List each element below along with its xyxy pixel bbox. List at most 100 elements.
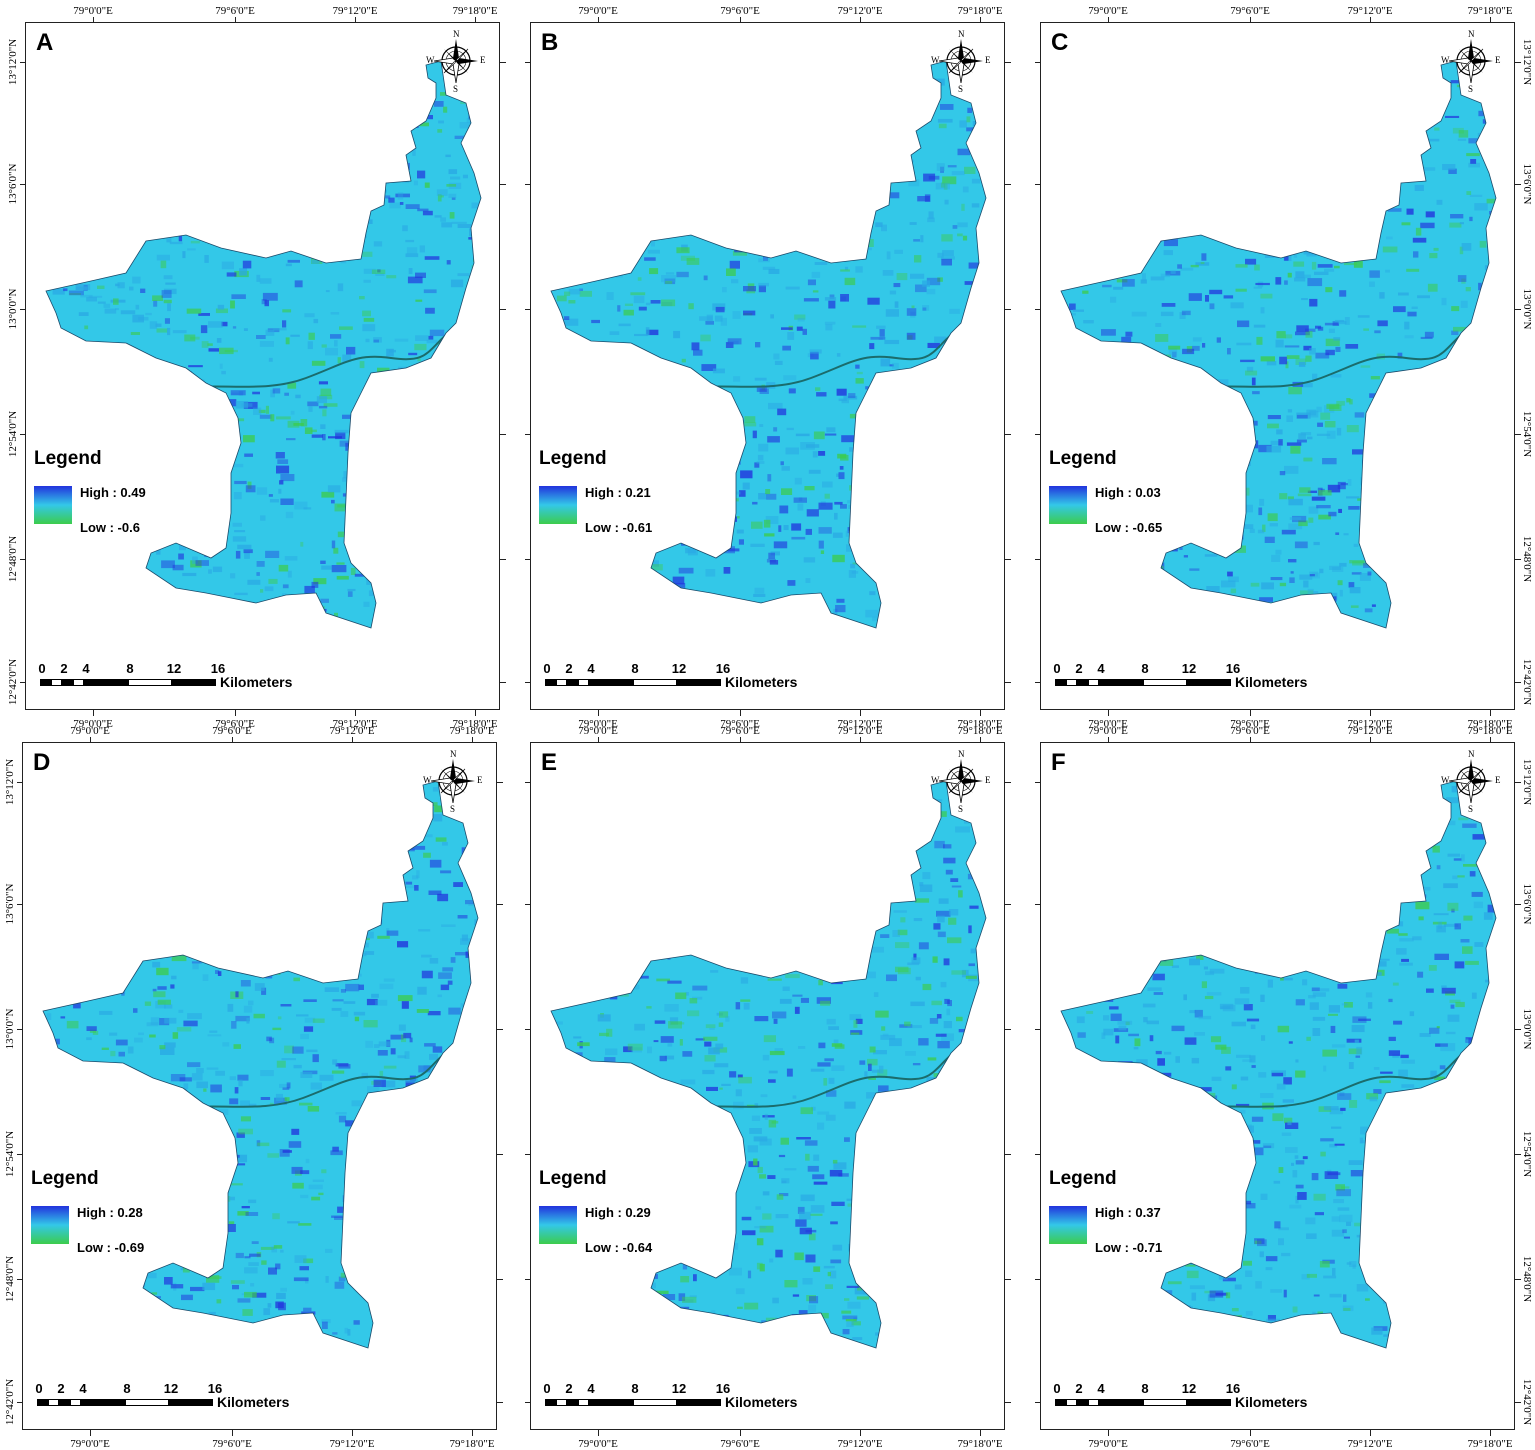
raster-cell bbox=[1064, 429, 1074, 432]
raster-cell bbox=[79, 374, 92, 379]
raster-cell bbox=[468, 114, 481, 120]
raster-cell bbox=[1237, 320, 1250, 328]
raster-cell bbox=[222, 1042, 230, 1047]
raster-cell bbox=[1364, 608, 1373, 613]
raster-cell bbox=[75, 284, 91, 291]
raster-cell bbox=[311, 186, 322, 192]
raster-cell bbox=[1478, 282, 1482, 291]
raster-cell bbox=[383, 1065, 397, 1069]
raster-cell bbox=[399, 434, 404, 443]
raster-cell bbox=[848, 504, 857, 509]
raster-cell bbox=[867, 458, 880, 464]
raster-cell bbox=[265, 550, 280, 558]
raster-cell bbox=[739, 490, 746, 497]
raster-cell bbox=[950, 1090, 966, 1095]
raster-cell bbox=[847, 1203, 852, 1207]
raster-cell bbox=[1302, 193, 1311, 201]
raster-cell bbox=[475, 309, 481, 313]
raster-cell bbox=[1186, 591, 1197, 599]
raster-cell bbox=[58, 577, 62, 584]
raster-cell bbox=[1446, 1083, 1451, 1089]
raster-cell bbox=[969, 1339, 979, 1344]
raster-cell bbox=[1453, 1218, 1464, 1224]
raster-cell bbox=[1110, 200, 1117, 207]
raster-cell bbox=[54, 1309, 64, 1315]
raster-cell bbox=[192, 485, 198, 492]
raster-cell bbox=[1250, 111, 1257, 119]
raster-cell bbox=[628, 1073, 637, 1081]
raster-cell bbox=[1403, 856, 1409, 863]
raster-cell bbox=[1485, 565, 1490, 570]
raster-cell bbox=[389, 202, 401, 209]
raster-cell bbox=[551, 1294, 564, 1301]
raster-cell bbox=[629, 1261, 644, 1270]
raster-cell bbox=[126, 547, 137, 550]
raster-cell bbox=[130, 553, 145, 558]
raster-cell bbox=[1341, 237, 1356, 246]
raster-cell bbox=[237, 1298, 251, 1303]
raster-cell bbox=[259, 237, 272, 245]
raster-cell bbox=[257, 834, 263, 837]
raster-cell bbox=[1203, 424, 1219, 432]
raster-cell bbox=[1172, 351, 1177, 358]
raster-cell bbox=[465, 850, 478, 857]
raster-cell bbox=[1250, 912, 1255, 919]
raster-cell bbox=[1412, 420, 1416, 426]
raster-cell bbox=[244, 551, 250, 559]
raster-cell bbox=[276, 1292, 286, 1299]
raster-cell bbox=[460, 334, 466, 342]
raster-cell bbox=[817, 1312, 829, 1319]
raster-cell bbox=[957, 336, 966, 344]
raster-cell bbox=[762, 1213, 772, 1220]
raster-cell bbox=[235, 1252, 244, 1259]
raster-cell bbox=[118, 904, 130, 907]
raster-cell bbox=[623, 1133, 635, 1140]
raster-cell bbox=[1173, 394, 1186, 402]
raster-cell bbox=[1288, 1041, 1293, 1044]
raster-cell bbox=[1472, 378, 1487, 383]
raster-cell bbox=[838, 398, 847, 402]
raster-cell bbox=[58, 378, 71, 386]
raster-cell bbox=[419, 1195, 430, 1198]
raster-cell bbox=[190, 560, 202, 568]
raster-cell bbox=[282, 88, 287, 91]
raster-cell bbox=[109, 1032, 118, 1036]
raster-cell bbox=[1254, 264, 1260, 271]
raster-cell bbox=[688, 1315, 702, 1322]
raster-cell bbox=[353, 1011, 366, 1016]
raster-cell bbox=[727, 458, 741, 465]
raster-cell bbox=[171, 953, 187, 962]
raster-cell bbox=[94, 597, 104, 602]
raster-cell bbox=[438, 120, 444, 124]
raster-cell bbox=[1360, 869, 1369, 874]
raster-cell bbox=[1349, 399, 1353, 405]
raster-cell bbox=[922, 1169, 930, 1174]
raster-cell bbox=[746, 611, 755, 618]
raster-cell bbox=[846, 901, 858, 907]
raster-cell bbox=[307, 341, 313, 350]
raster-cell bbox=[1460, 300, 1468, 308]
raster-cell bbox=[239, 232, 253, 237]
raster-cell bbox=[383, 828, 391, 832]
raster-cell bbox=[97, 301, 106, 304]
raster-cell bbox=[304, 228, 310, 236]
raster-cell bbox=[134, 1037, 143, 1043]
raster-cell bbox=[190, 804, 195, 809]
longitude-tick-label: 79°6'0"E bbox=[215, 718, 255, 730]
raster-cell bbox=[850, 1030, 863, 1035]
compass-letter-e: E bbox=[477, 775, 483, 785]
raster-cell bbox=[884, 116, 898, 123]
raster-cell bbox=[1472, 1319, 1482, 1323]
raster-cell bbox=[389, 128, 404, 137]
raster-cell bbox=[847, 500, 851, 504]
raster-cell bbox=[283, 1349, 295, 1357]
raster-cell bbox=[1260, 293, 1273, 299]
raster-cell bbox=[455, 525, 463, 532]
raster-cell bbox=[803, 121, 807, 128]
raster-cell bbox=[678, 848, 691, 851]
tick-mark bbox=[90, 737, 91, 743]
raster-cell bbox=[950, 1128, 957, 1134]
raster-cell bbox=[466, 366, 475, 369]
raster-cell bbox=[610, 74, 620, 80]
raster-cell bbox=[968, 508, 975, 515]
